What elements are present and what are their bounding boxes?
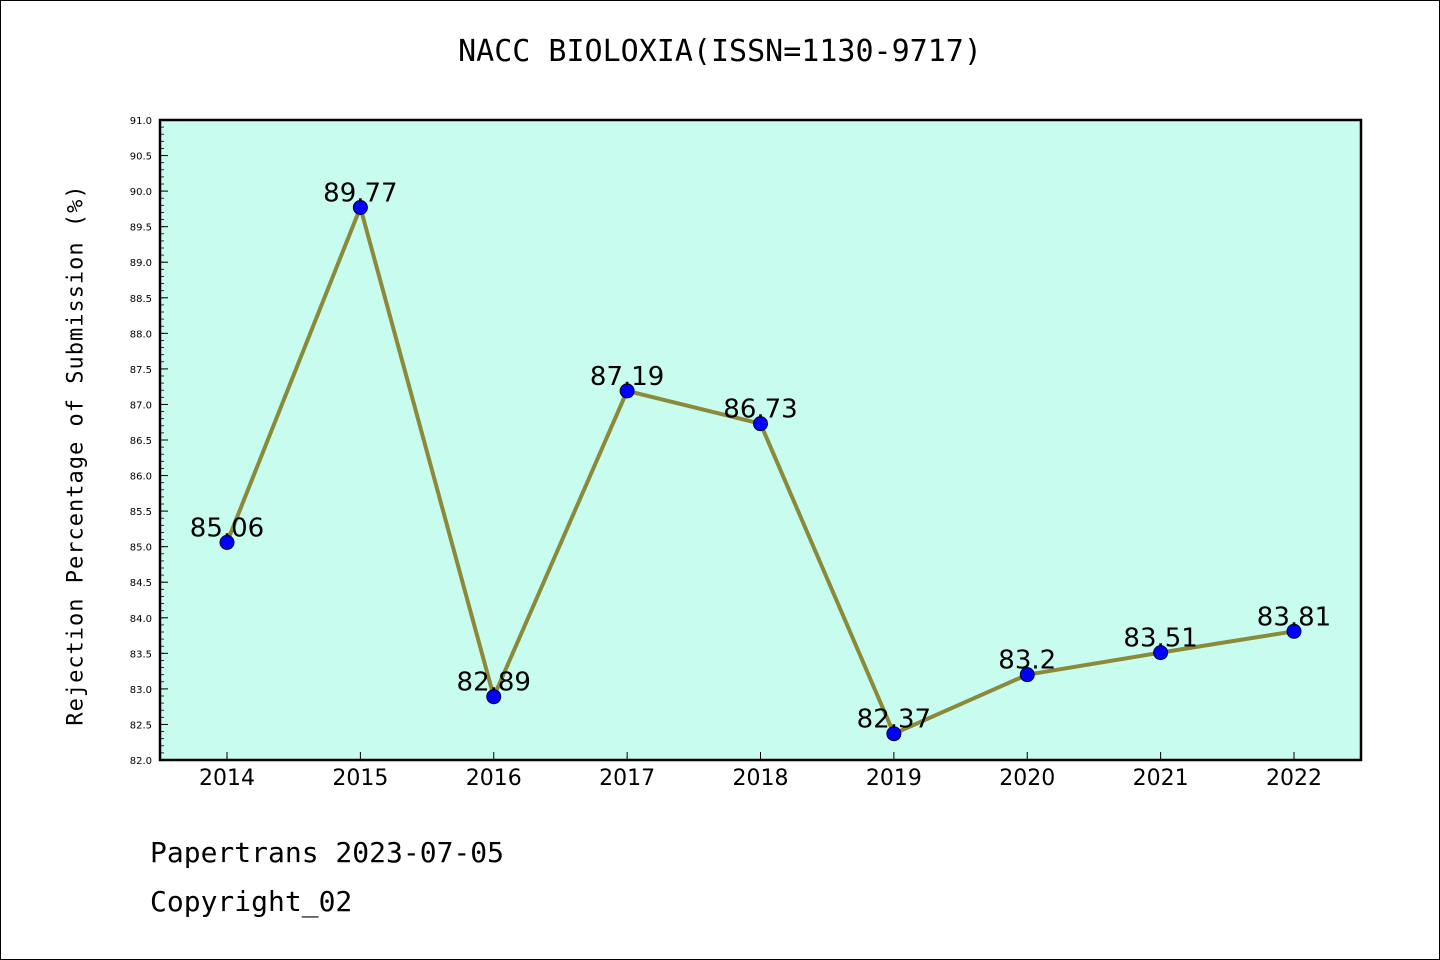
y-tick-label: 90.0: [130, 187, 152, 198]
data-point: [1153, 645, 1169, 661]
y-tick-label: 87.0: [130, 400, 152, 411]
x-tick-label: 2018: [733, 766, 789, 791]
plot-area: [160, 120, 1361, 760]
data-point: [619, 383, 635, 399]
y-tick-label: 82.5: [130, 720, 152, 731]
data-label: 87.19: [590, 362, 664, 392]
y-tick-label: 86.0: [130, 472, 152, 483]
data-point: [486, 689, 502, 705]
data-label: 83.2: [998, 646, 1056, 676]
data-point: [1019, 667, 1035, 683]
chart-title: NACC BIOLOXIA(ISSN=1130-9717): [458, 34, 982, 69]
x-tick-label: 2020: [999, 766, 1055, 791]
y-tick-label: 85.0: [130, 543, 152, 554]
x-tick-label: 2022: [1266, 766, 1322, 791]
y-tick-label: 88.5: [130, 294, 152, 305]
x-tick-label: 2015: [332, 766, 388, 791]
y-tick-label: 84.5: [130, 578, 152, 589]
data-point: [1286, 623, 1302, 639]
data-label: 82.37: [857, 705, 931, 735]
x-tick-label: 2014: [199, 766, 255, 791]
y-tick-label: 83.5: [130, 649, 152, 660]
data-point: [753, 416, 768, 432]
x-tick-label: 2016: [466, 766, 522, 791]
y-tick-label: 84.0: [130, 614, 152, 625]
data-label: 83.81: [1257, 602, 1331, 632]
y-tick-label: 86.5: [130, 436, 152, 447]
footer-copyright: Copyright_02: [150, 885, 353, 918]
y-tick-label: 82.0: [130, 756, 152, 767]
y-tick-label: 87.5: [130, 365, 152, 376]
y-tick-label: 88.0: [130, 329, 152, 340]
y-tick-label: 89.5: [130, 223, 152, 234]
data-label: 86.73: [723, 395, 797, 425]
data-point: [352, 199, 368, 215]
data-label: 85.06: [190, 513, 264, 543]
x-tick-label: 2017: [599, 766, 655, 791]
data-label: 82.89: [457, 668, 531, 698]
data-label: 83.51: [1123, 624, 1197, 654]
x-tick-label: 2021: [1133, 766, 1189, 791]
y-tick-label: 91.0: [130, 116, 152, 127]
footer-date: Papertrans 2023-07-05: [150, 836, 505, 869]
y-tick-label: 85.5: [130, 507, 152, 518]
y-tick-label: 83.0: [130, 685, 152, 696]
y-tick-label: 89.0: [130, 258, 152, 269]
y-tick-label: 90.5: [130, 152, 152, 163]
data-point: [219, 534, 235, 550]
data-label: 89.77: [323, 178, 397, 208]
plot-border: [158, 118, 1363, 762]
x-tick-label: 2019: [866, 766, 922, 791]
data-point: [886, 726, 902, 742]
